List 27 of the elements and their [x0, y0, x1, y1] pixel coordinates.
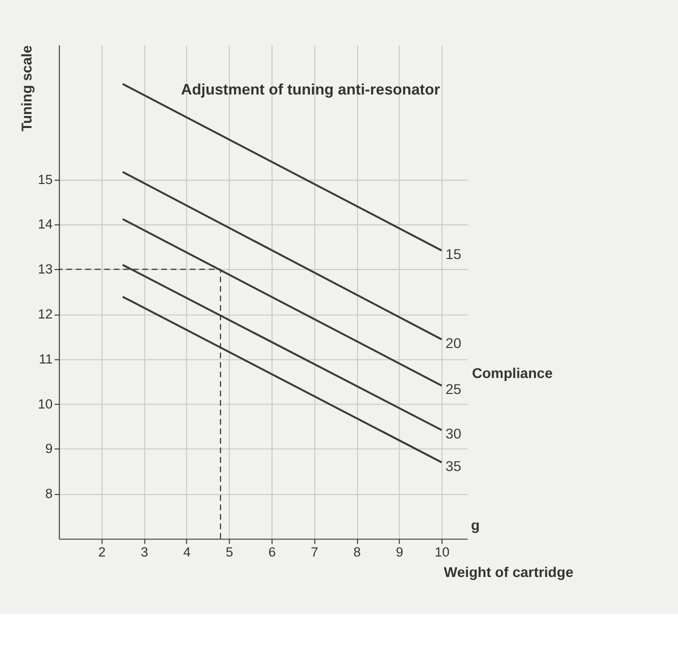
x-tick-label: 10: [434, 544, 450, 560]
y-axis-title: Tuning scale: [19, 45, 36, 132]
y-tick-label: 13: [38, 262, 53, 277]
y-tick-label: 9: [45, 441, 53, 456]
series-label: 20: [445, 336, 462, 352]
y-tick-label: 11: [38, 351, 53, 366]
x-tick-label: 2: [98, 544, 106, 560]
x-tick-label: 9: [396, 544, 404, 560]
x-tick-label: 6: [268, 544, 276, 560]
x-tick-label: 7: [310, 544, 318, 560]
text: g: [470, 518, 480, 534]
y-tick-label: 8: [45, 486, 53, 502]
text: Compliance: [472, 366, 553, 382]
x-axis-title: Weight of cartridge: [444, 565, 574, 582]
y-tick-label: 10: [38, 396, 53, 412]
series-label: 35: [445, 458, 462, 475]
text: Adjustment of tuning anti-resonator: [180, 81, 440, 98]
y-tick-label: 14: [38, 216, 53, 232]
x-tick-label: 8: [353, 544, 361, 560]
x-tick-label: 4: [183, 544, 191, 560]
series-label: 30: [445, 426, 462, 443]
y-tick-label: 15: [38, 172, 53, 187]
x-tick-label: 5: [226, 544, 234, 560]
x-tick-label: 3: [140, 544, 148, 560]
y-tick-label: 12: [38, 306, 53, 322]
series-label: 15: [445, 247, 462, 264]
series-label: 25: [445, 382, 462, 398]
